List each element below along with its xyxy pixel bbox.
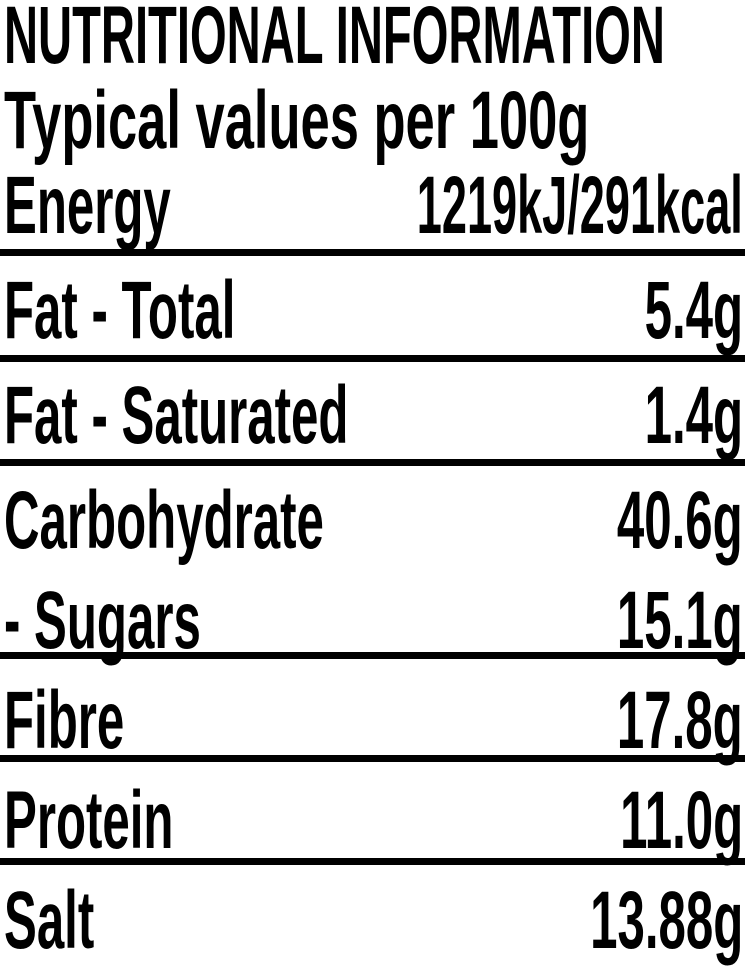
label-title: NUTRITIONAL INFORMATION [4,0,665,81]
divider [0,249,745,256]
row-label-salt: Salt [4,875,95,966]
row-value-salt: 13.88g [589,875,743,966]
row-value-fibre: 17.8g [617,675,743,766]
divider [0,459,745,466]
row-value-fat-saturated: 1.4g [644,370,743,461]
label-subtitle: Typical values per 100g [4,75,590,166]
divider [0,858,745,865]
row-label-sugars: - Sugars [4,575,201,666]
row-label-fat-total: Fat - Total [4,265,236,356]
row-value-energy: 1219kJ/291kcal [416,160,743,251]
divider [0,755,745,762]
row-label-protein: Protein [4,775,174,866]
row-label-energy: Energy [4,160,171,251]
row-value-fat-total: 5.4g [644,265,743,356]
row-label-fat-saturated: Fat - Saturated [4,370,349,461]
divider [0,355,745,362]
row-label-carbohydrate: Carbohydrate [4,475,324,566]
row-value-protein: 11.0g [619,775,743,866]
row-value-sugars: 15.1g [617,575,743,666]
row-value-carbohydrate: 40.6g [617,475,743,566]
row-label-fibre: Fibre [4,675,125,766]
divider [0,652,745,659]
